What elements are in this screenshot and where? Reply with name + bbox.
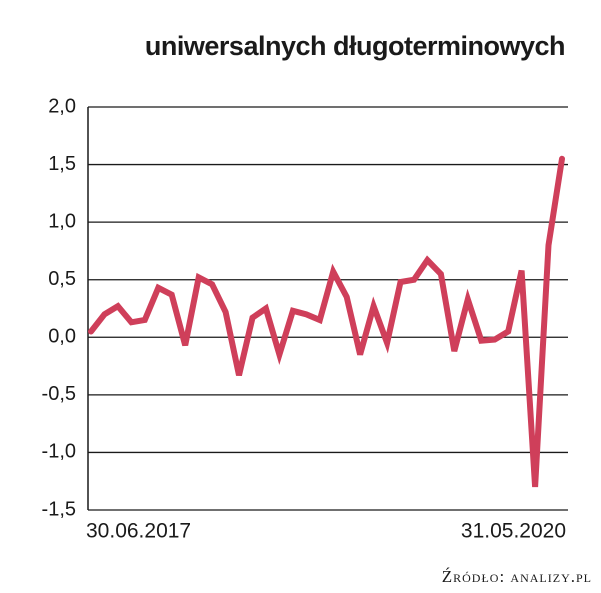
y-tick-label: -0,5 <box>42 383 76 405</box>
y-tick-label: 2,0 <box>48 95 76 117</box>
chart-title: uniwersalnych długoterminowych <box>145 31 565 61</box>
y-tick-label: -1,5 <box>42 498 76 520</box>
y-tick-label: 0,0 <box>48 326 76 348</box>
y-tick-label: -1,0 <box>42 441 76 463</box>
x-tick-label: 30.06.2017 <box>86 520 191 543</box>
x-tick-label: 31.05.2020 <box>461 520 566 543</box>
data-line <box>88 155 565 488</box>
source: Źródło: analizy.pl <box>442 567 592 586</box>
y-tick-label: 1,5 <box>48 153 76 175</box>
y-tick-label: 1,0 <box>48 210 76 232</box>
y-tick-label: 0,5 <box>48 268 76 290</box>
